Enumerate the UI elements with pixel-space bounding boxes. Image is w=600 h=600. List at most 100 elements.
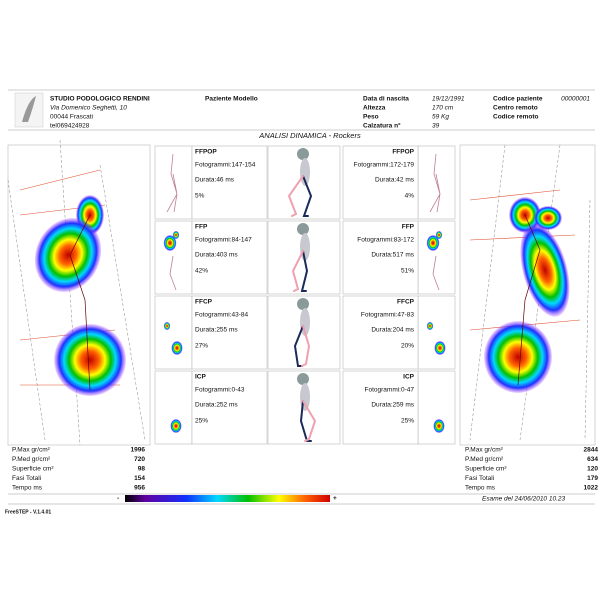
stat-label: P.Max gr/cm² <box>12 447 51 454</box>
stat-value: 154 <box>134 475 145 482</box>
field-value: 59 Kg <box>432 114 449 121</box>
field-value: 39 <box>432 123 440 130</box>
phase-duration: Durata:46 ms <box>195 177 235 184</box>
leg-dark <box>302 175 313 217</box>
text-box <box>342 370 419 445</box>
stat-value: 1996 <box>131 447 146 454</box>
field-value: 170 cm <box>432 105 454 112</box>
clinic-city: 00044 Frascati <box>50 114 93 121</box>
stat-value: 1022 <box>584 485 599 492</box>
thumb-box <box>154 145 193 220</box>
pressure-thumb <box>163 322 171 330</box>
title: ANALISI DINAMICA - Rockers <box>258 131 361 140</box>
phase-frames: Fotogrammi:0-47 <box>365 387 415 394</box>
scale-max: + <box>333 495 337 502</box>
phase-name: FFP <box>402 224 415 231</box>
stat-label: Tempo ms <box>12 485 43 492</box>
text-box <box>342 220 419 295</box>
patient-name: Paziente Modello <box>205 96 258 103</box>
head <box>297 148 309 160</box>
thumb-box <box>154 370 193 445</box>
text-box <box>191 370 268 445</box>
stat-label: Superficie cm² <box>12 466 54 473</box>
leg-light <box>287 175 304 217</box>
phase-frames: Fotogrammi:0-43 <box>195 387 245 394</box>
text-box <box>191 145 268 220</box>
field-label: Calzatura n° <box>363 122 401 130</box>
code-label: Codice remoto <box>493 114 539 121</box>
phase-duration: Durata:252 ms <box>195 402 238 409</box>
pressure-thumb <box>171 341 183 355</box>
pressure-thumb <box>163 235 177 251</box>
pressure-thumb <box>426 322 434 330</box>
leg-light <box>301 325 311 367</box>
phase-frames: Fotogrammi:43-84 <box>195 312 248 319</box>
pressure-thumb <box>426 235 440 251</box>
skeleton-thumb <box>166 153 178 213</box>
code-label: Centro remoto <box>493 105 538 112</box>
field-label: Peso <box>363 114 379 121</box>
color-scale <box>125 495 330 502</box>
phase-duration: Durata:42 ms <box>375 177 415 184</box>
head <box>297 298 309 310</box>
phase-name: FFPOP <box>195 149 217 156</box>
text-box <box>191 220 268 295</box>
phase-percent: 42% <box>195 268 208 275</box>
phase-name: ICP <box>403 374 415 381</box>
head <box>297 223 309 235</box>
phase-duration: Durata:403 ms <box>195 252 238 259</box>
phase-percent: 25% <box>401 418 414 425</box>
clinic-name: STUDIO PODOLOGICO RENDINI <box>50 96 150 103</box>
clinic-phone: tel069424928 <box>50 123 90 130</box>
pressure-thumb <box>434 341 446 355</box>
phase-frames: Fotogrammi:84-147 <box>195 237 252 244</box>
phase-name: FFPOP <box>392 149 414 156</box>
field-label: Altezza <box>363 105 386 112</box>
phase-percent: 25% <box>195 418 208 425</box>
phase-frames: Fotogrammi:172-179 <box>354 162 415 169</box>
phase-frames: Fotogrammi:47-83 <box>361 312 414 319</box>
pressure-thumb <box>435 231 443 239</box>
phase-frames: Fotogrammi:83-172 <box>357 237 414 244</box>
phase-rows: FFPOP Fotogrammi:147-154 Durata:46 ms 5% FFP… <box>154 145 456 445</box>
header: STUDIO PODOLOGICO RENDINI Via Domenico S… <box>8 89 595 131</box>
text-box <box>191 295 268 370</box>
code-label: Codice paziente <box>493 96 543 103</box>
field-value: 19/12/1991 <box>432 96 465 103</box>
stat-label: P.Med gr/cm² <box>12 456 51 463</box>
stat-label: Fasi Totali <box>465 475 494 482</box>
skeleton-thumb <box>429 153 441 213</box>
phase-frames: Fotogrammi:147-154 <box>195 162 256 169</box>
thumb-box <box>154 295 193 370</box>
phase-name: ICP <box>195 374 207 381</box>
phase-percent: 51% <box>401 268 414 275</box>
phase-percent: 20% <box>401 343 414 350</box>
head <box>297 373 309 385</box>
stat-label: Superficie cm² <box>465 466 507 473</box>
right-footprint <box>459 144 596 446</box>
leg-dark <box>299 400 312 442</box>
phase-percent: 27% <box>195 343 208 350</box>
leg-light <box>302 400 317 442</box>
exam-date: Esame del 24/06/2010 10.23 <box>482 496 566 503</box>
stat-label: Fasi Totali <box>12 475 41 482</box>
stat-label: Tempo ms <box>465 485 496 492</box>
thumb-box <box>417 370 456 445</box>
stat-value: 120 <box>587 466 598 473</box>
leg-dark <box>300 250 309 292</box>
software-version: FreeSTEP - V.1.4.01 <box>5 509 51 515</box>
phase-percent: 5% <box>195 193 205 200</box>
pressure-thumb <box>433 419 445 433</box>
scale-min: - <box>117 495 119 502</box>
text-box <box>342 145 419 220</box>
stat-value: 720 <box>134 456 145 463</box>
stat-value: 98 <box>138 466 146 473</box>
field-label: Data di nascita <box>363 96 409 103</box>
stat-value: 634 <box>587 456 598 463</box>
stat-value: 956 <box>134 485 145 492</box>
phase-duration: Durata:204 ms <box>371 327 414 334</box>
stat-value: 2844 <box>584 447 599 454</box>
phase-duration: Durata:259 ms <box>371 402 414 409</box>
code-value: 00000001 <box>561 96 590 103</box>
